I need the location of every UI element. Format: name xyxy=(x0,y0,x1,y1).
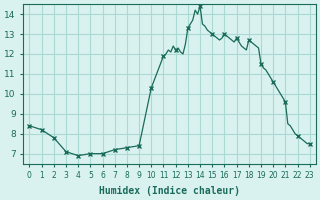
X-axis label: Humidex (Indice chaleur): Humidex (Indice chaleur) xyxy=(99,186,240,196)
